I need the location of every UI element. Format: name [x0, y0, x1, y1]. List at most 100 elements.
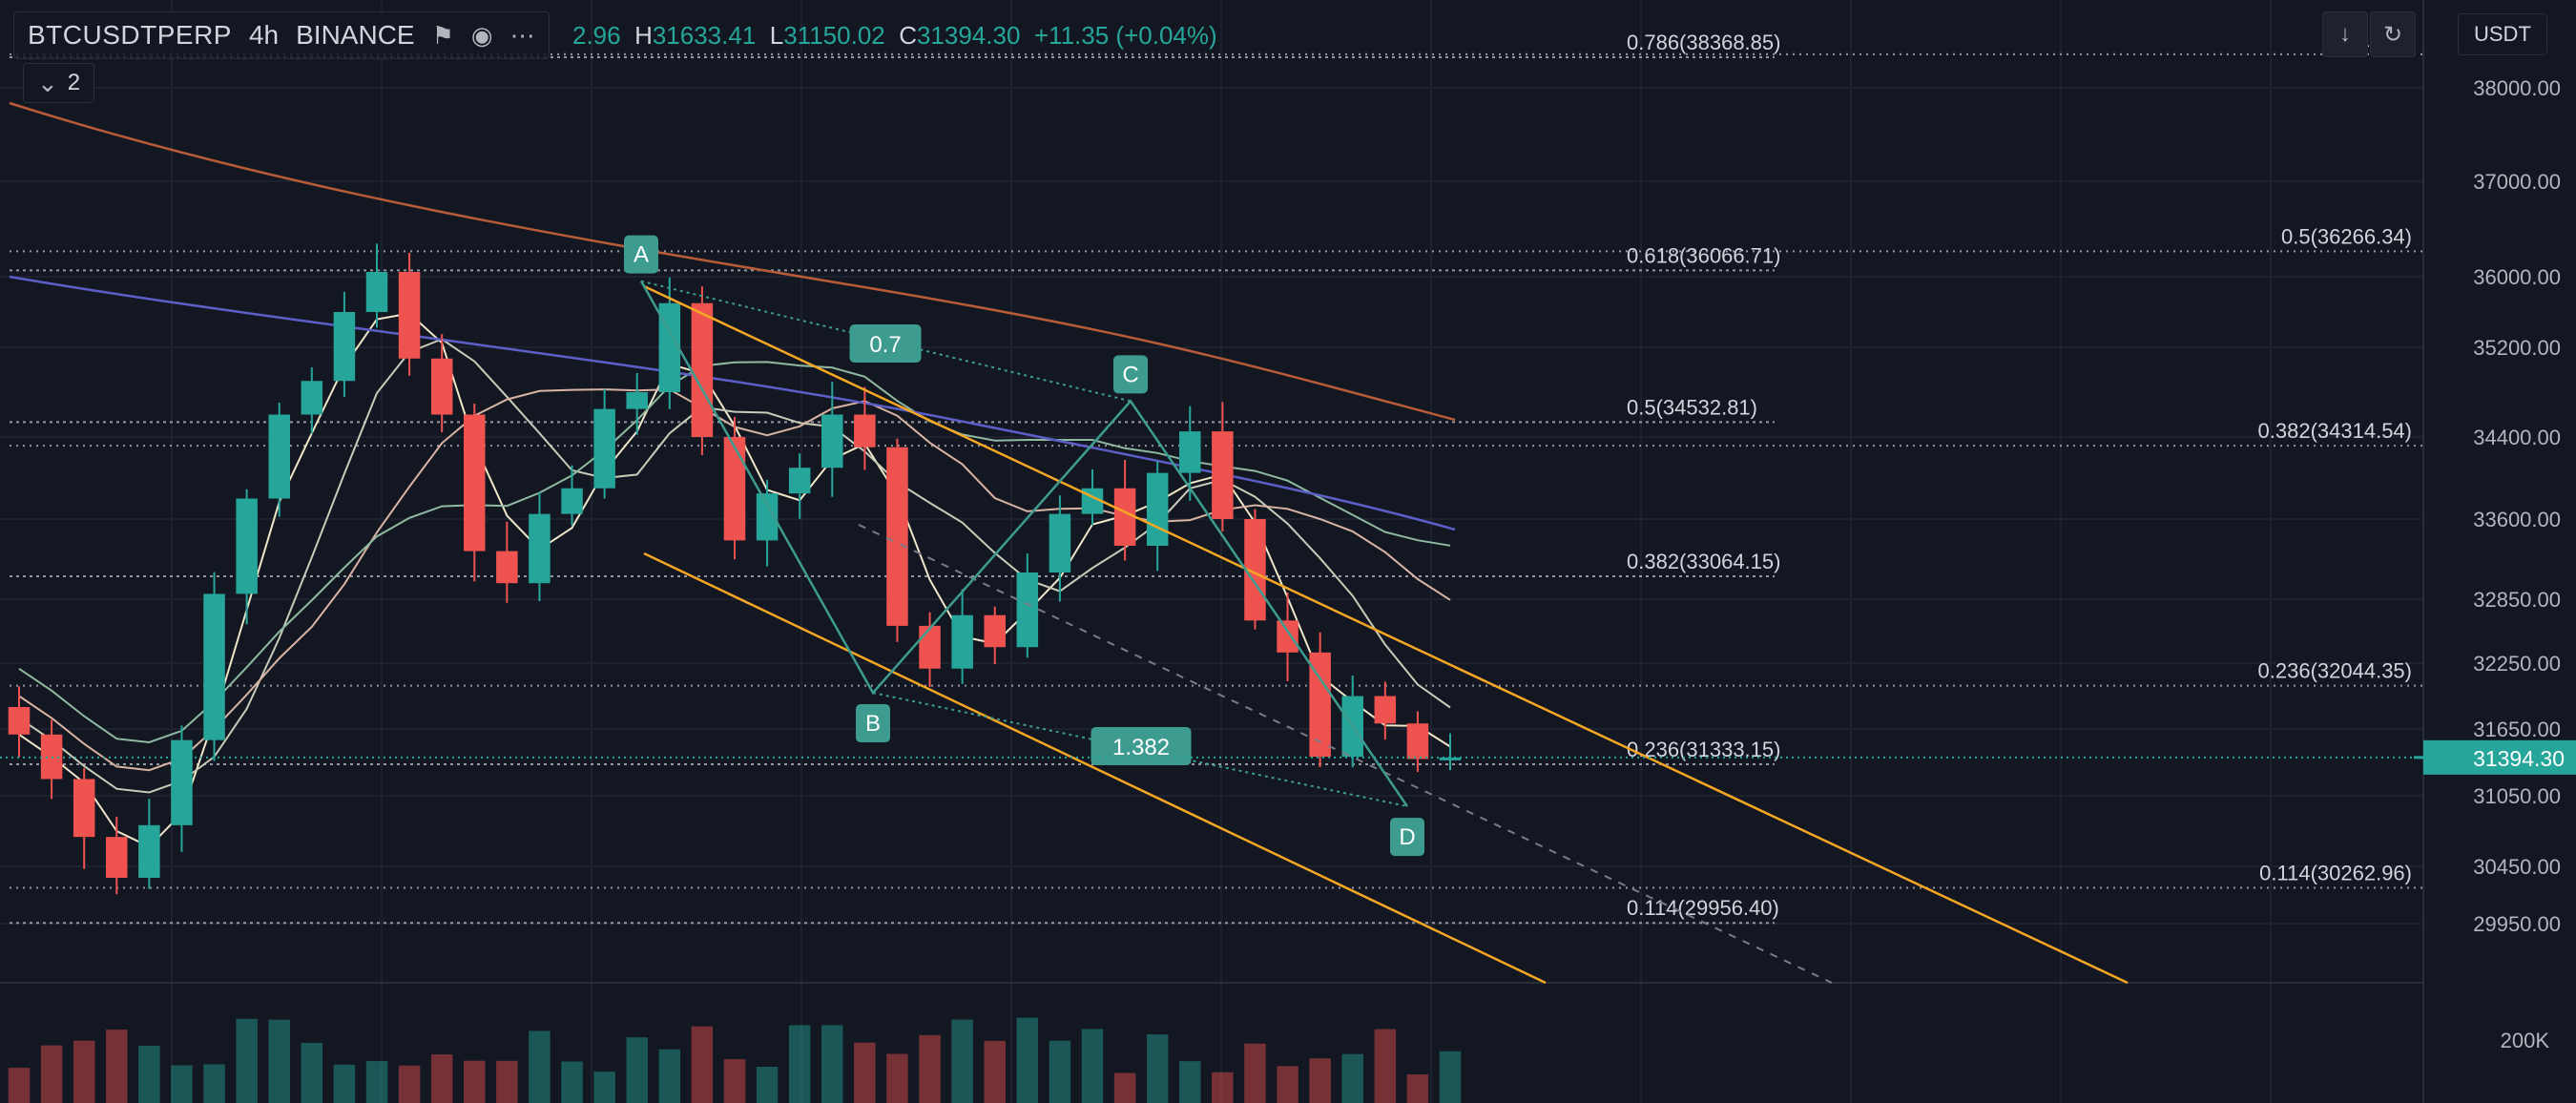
volume-bar [821, 1025, 843, 1103]
ohlc-close: 31394.30 [916, 21, 1021, 50]
eye-icon[interactable]: ◉ [470, 21, 493, 50]
candle-body [398, 272, 421, 359]
volume-bar [951, 1019, 973, 1103]
ma-line-blue [9, 275, 1456, 531]
fib-label-left: 0.114(29956.40) [1627, 896, 1779, 920]
candle-body [691, 302, 714, 437]
price-tick-label: 34400.00 [2473, 426, 2561, 449]
candle-body [301, 381, 323, 415]
volume-bar [73, 1040, 95, 1103]
volume-bar [788, 1025, 811, 1103]
volume-bar [984, 1040, 1006, 1103]
fib-label-left: 0.618(36066.71) [1627, 243, 1780, 267]
volume-bar [1049, 1040, 1071, 1103]
volume-bar [1309, 1058, 1331, 1103]
volume-bar [430, 1053, 453, 1103]
fib-label-left: 0.5(34532.81) [1627, 395, 1757, 419]
candle-body [1439, 757, 1462, 760]
volume-bar [398, 1065, 421, 1103]
volume-bar [593, 1072, 615, 1103]
pattern-ratio-label: 1.382 [1112, 735, 1170, 760]
candle-body [626, 392, 648, 409]
candle-body [1016, 572, 1039, 648]
pattern-point-badge [624, 235, 658, 274]
chevron-down-icon: ⌄ [37, 69, 58, 97]
exchange-label: BINANCE [296, 20, 415, 50]
abcd-ratio-line [872, 692, 1408, 808]
fib-label-right: 0.382(34314.54) [2258, 419, 2412, 443]
currency-button[interactable]: USDT [2458, 13, 2547, 55]
volume-bar [236, 1018, 258, 1103]
candle-body [106, 837, 128, 878]
pattern-ratio-badge [1091, 727, 1192, 765]
candle-body [821, 414, 843, 468]
volume-bar [529, 1030, 551, 1103]
candle-body [1146, 472, 1169, 546]
symbol-name[interactable]: BTCUSDTPERP [28, 20, 232, 50]
volume-bar [1341, 1053, 1363, 1103]
volume-bar [496, 1060, 518, 1103]
volume-bar [691, 1026, 714, 1103]
volume-bar [1016, 1017, 1039, 1103]
price-tick-label: 36000.00 [2473, 265, 2561, 289]
volume-bar [40, 1045, 63, 1103]
price-tick-label: 31050.00 [2473, 784, 2561, 808]
candle-body [1374, 696, 1397, 724]
volume-tick-label: 200K [2501, 1029, 2550, 1052]
scale-toggle-button[interactable]: ↻ [2370, 11, 2416, 57]
candle-body [203, 593, 225, 740]
flag-icon[interactable]: ⚑ [431, 21, 454, 50]
ma-line-green [18, 361, 1451, 744]
symbol-header[interactable]: BTCUSDTPERP 4h BINANCE ⚑ ◉ ⋯ [13, 11, 550, 59]
candle-body [1212, 431, 1234, 519]
indicator-count: 2 [67, 70, 81, 95]
ohlc-change: +11.35 (+0.04%) [1033, 21, 1217, 50]
candle-body [658, 302, 681, 392]
price-axis-bg [2423, 0, 2576, 1103]
candle-body [984, 614, 1006, 648]
candle-body [529, 513, 551, 584]
volume-bar [919, 1034, 941, 1103]
candle-body [886, 447, 908, 626]
ma-line-mid [18, 338, 1451, 794]
volume-bar [1277, 1066, 1298, 1103]
ohlc-close-label: C [899, 21, 917, 50]
interval-label[interactable]: 4h [248, 20, 280, 50]
last-price-tag [2423, 739, 2576, 775]
price-tick-label: 32250.00 [2473, 652, 2561, 676]
ohlc-low-label: L [769, 21, 784, 50]
candle-body [236, 498, 258, 594]
indicator-toggle[interactable]: ⌄ 2 [23, 63, 95, 103]
price-tick-label: 35200.00 [2473, 336, 2561, 360]
fib-label-left: 0.236(31333.15) [1627, 738, 1780, 761]
volume-bar [561, 1061, 583, 1103]
arrow-down-icon: ↓ [2339, 21, 2351, 47]
volume-bar [106, 1030, 128, 1103]
volume-bar [723, 1059, 746, 1103]
price-tick-label: 29950.00 [2473, 912, 2561, 936]
volume-bar [1406, 1073, 1429, 1103]
channel-line-upper [643, 284, 2129, 985]
volume-bar [1081, 1029, 1104, 1103]
volume-bar [333, 1064, 356, 1103]
fib-label-right: 0.5(36266.34) [2281, 224, 2412, 248]
candle-body [593, 408, 615, 489]
volume-bar [1374, 1029, 1397, 1103]
volume-bar [1439, 1051, 1462, 1103]
fib-label-left: 0.786(38368.85) [1627, 31, 1780, 54]
volume-bar [886, 1053, 908, 1103]
volume-bar [854, 1042, 876, 1103]
pattern-point-badge [856, 704, 890, 743]
scroll-to-realtime-button[interactable]: ↓ [2322, 11, 2368, 57]
volume-bar [8, 1068, 31, 1103]
volume-bar [658, 1049, 681, 1103]
volume-bar [626, 1037, 648, 1103]
candle-body [1113, 488, 1136, 546]
volume-bar [301, 1042, 323, 1103]
more-icon[interactable]: ⋯ [509, 21, 535, 50]
fib-label-right: 0.236(32044.35) [2258, 659, 2412, 683]
volume-bar [756, 1067, 779, 1103]
candle-body [365, 272, 388, 312]
